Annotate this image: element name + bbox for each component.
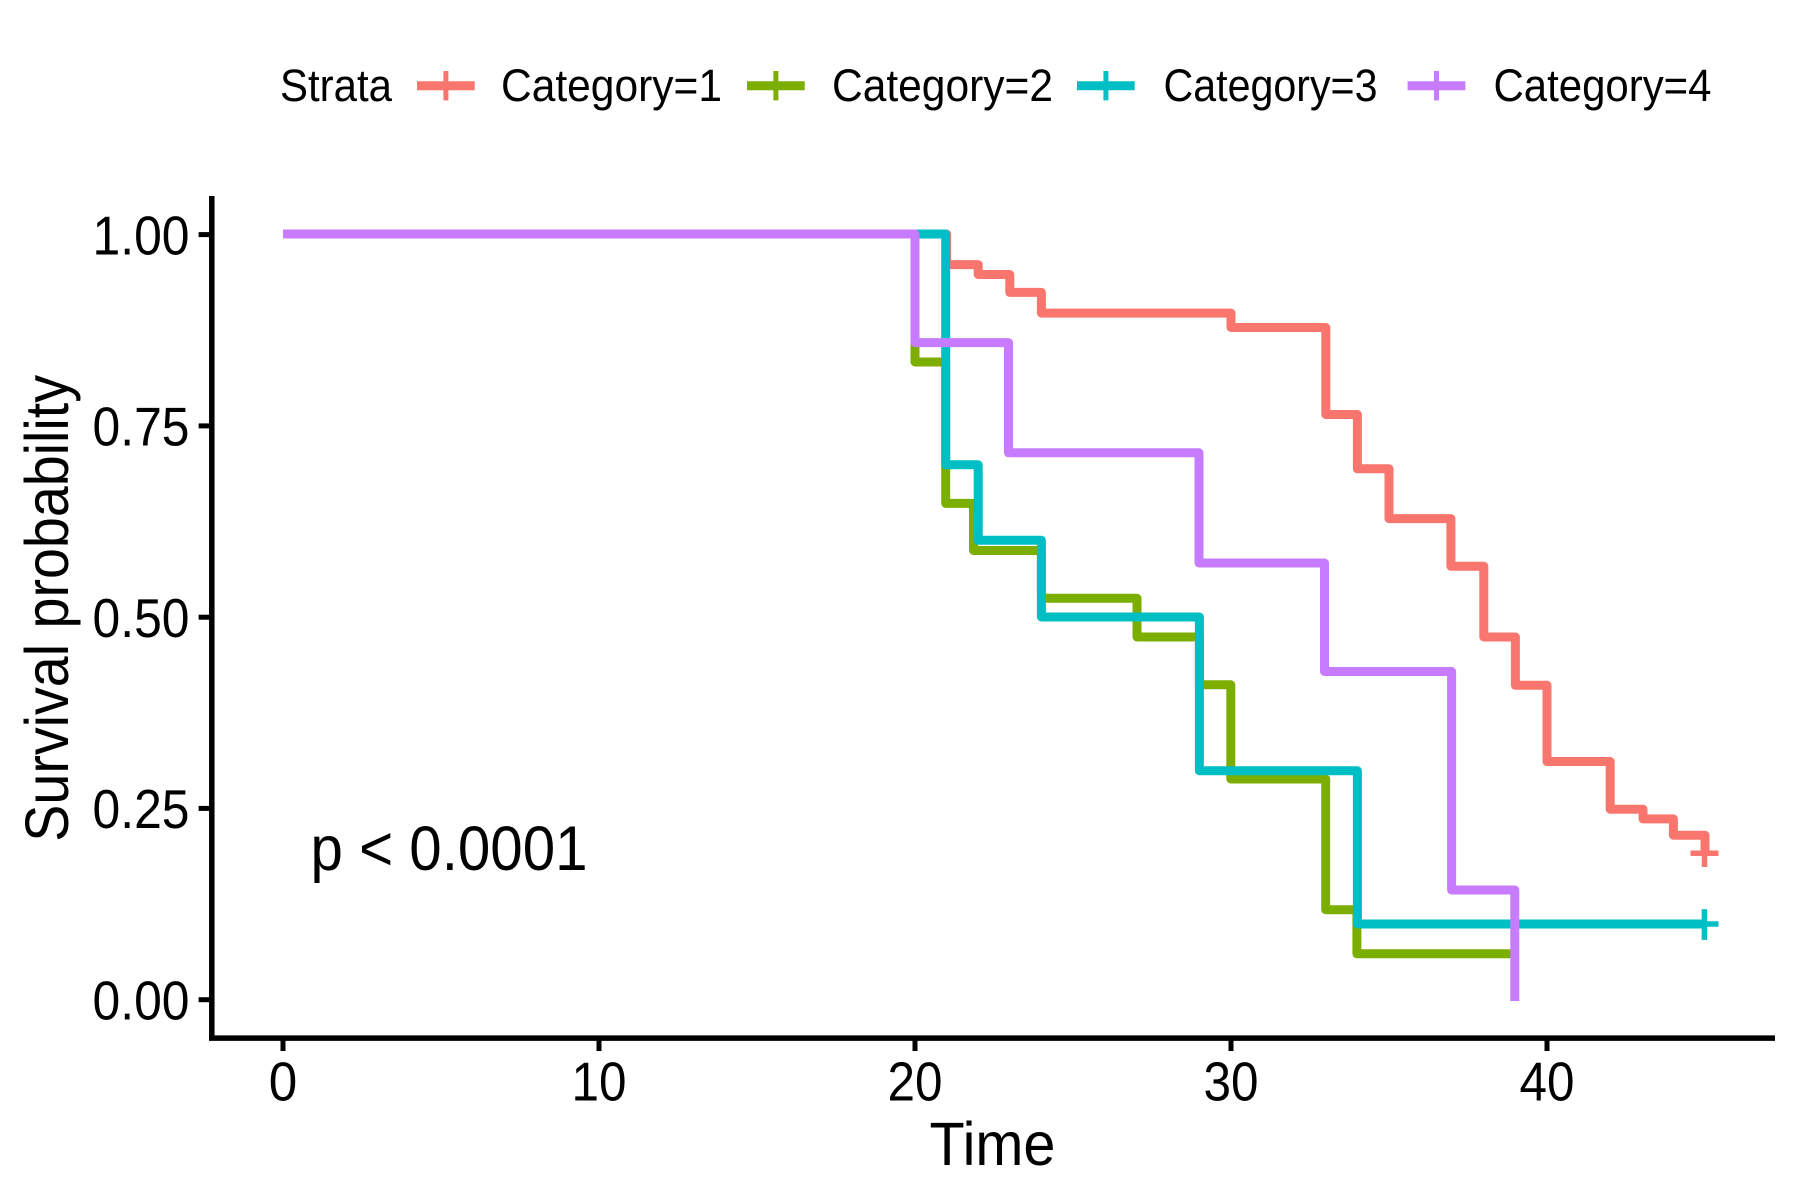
svg-text:Time: Time (930, 1110, 1056, 1178)
svg-text:0.50: 0.50 (93, 587, 190, 649)
svg-text:Category=2: Category=2 (832, 60, 1053, 111)
svg-text:30: 30 (1204, 1051, 1259, 1113)
svg-text:Category=3: Category=3 (1164, 60, 1378, 111)
svg-text:40: 40 (1520, 1051, 1575, 1113)
svg-text:0.25: 0.25 (93, 778, 190, 840)
svg-text:10: 10 (572, 1051, 627, 1113)
svg-text:Category=4: Category=4 (1494, 60, 1712, 111)
svg-text:0.00: 0.00 (93, 970, 190, 1032)
svg-text:1.00: 1.00 (93, 204, 190, 266)
svg-text:Strata: Strata (280, 60, 393, 111)
svg-text:0: 0 (269, 1051, 298, 1113)
svg-text:Survival probability: Survival probability (13, 375, 81, 842)
svg-text:20: 20 (888, 1051, 943, 1113)
svg-text:p < 0.0001: p < 0.0001 (311, 814, 588, 884)
svg-text:Category=1: Category=1 (501, 60, 722, 111)
svg-text:0.75: 0.75 (93, 396, 190, 458)
